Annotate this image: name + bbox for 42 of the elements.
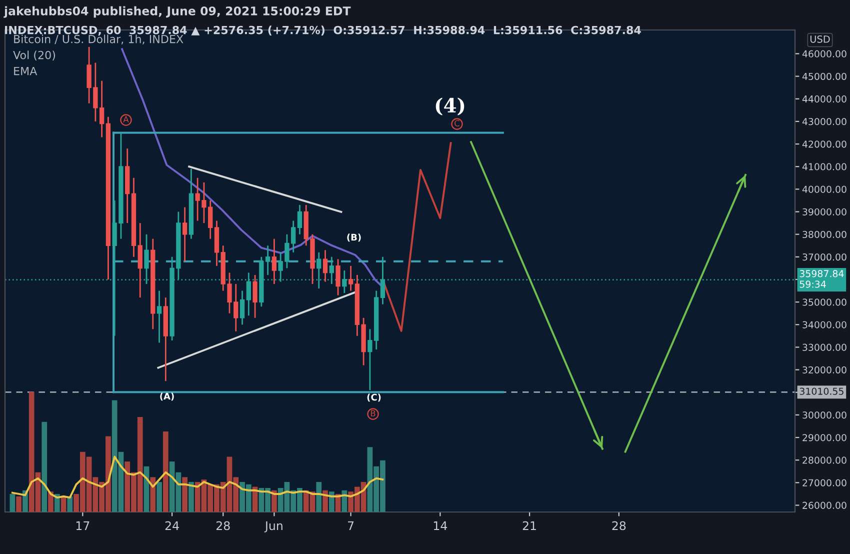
annotation: (A) [160, 392, 174, 401]
y-tick-label: 39000.00 [802, 208, 846, 216]
annotation: Bitcoin / U.S. Dollar, 1h, INDEX [14, 34, 184, 44]
y-tick-label: 41000.00 [802, 163, 846, 170]
y-tick-label: 37000.00 [802, 253, 846, 261]
y-tick-label: 40000.00 [802, 186, 846, 193]
annotation: (4) [436, 98, 464, 116]
y-tick-label: 30000.00 [802, 412, 846, 419]
y-tick-label: 33000.00 [802, 344, 846, 351]
y-tick-label: 26000.00 [802, 502, 846, 509]
ref-line-label: 35987.84 59:34 [800, 270, 844, 288]
x-tick-label: 21 [522, 521, 536, 530]
x-tick-label: 17 [76, 521, 90, 530]
chart-title: jakehubbs04 published, June 09, 2021 15:00:29 EDT [4, 6, 351, 18]
x-tick-label: 28 [612, 521, 626, 530]
x-tick-label: 28 [216, 521, 230, 530]
annotation: B [370, 410, 376, 416]
y-tick-label: 28000.00 [802, 456, 846, 464]
y-tick-label: 45000.00 [802, 72, 846, 80]
annotation: (C) [367, 394, 381, 402]
x-tick-label: 7 [348, 521, 354, 530]
ref-line-label: 31010.55 [800, 388, 844, 395]
x-tick-label: 14 [434, 521, 448, 530]
chart-subtitle: INDEX:BTCUSD, 60 35987.84 ▲ +2576.35 (+7.71%) O:35912.57 H:35988.94 L:35911.56 C:35987.84 [5, 26, 641, 36]
annotation: C [454, 120, 460, 126]
y-tick-label: 43000.00 [802, 118, 846, 126]
annotation: (B) [347, 234, 361, 242]
y-tick-label: 32000.00 [802, 366, 846, 374]
x-tick-label: 24 [165, 521, 179, 530]
annotation: EMA [14, 66, 38, 76]
y-tick-label: 27000.00 [802, 479, 846, 486]
annotation: A [123, 116, 129, 122]
y-tick-label: 46000.00 [802, 50, 846, 58]
y-tick-label: 38000.00 [802, 230, 846, 238]
x-tick-label: Jun [264, 521, 282, 532]
annotation: Vol (20) [13, 50, 56, 61]
y-axis-title: USD [810, 35, 830, 43]
y-tick-label: 44000.00 [802, 95, 846, 103]
y-tick-label: 35000.00 [802, 298, 846, 306]
y-tick-label: 34000.00 [802, 321, 846, 328]
y-tick-label: 42000.00 [802, 140, 846, 148]
y-tick-label: 29000.00 [802, 434, 846, 442]
